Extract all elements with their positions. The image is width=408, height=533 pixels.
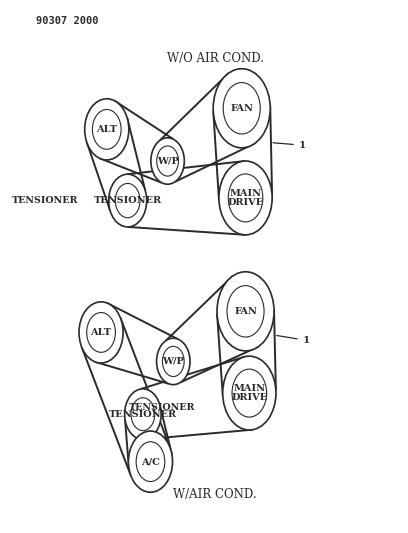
Circle shape <box>217 272 274 351</box>
Text: TENSIONER: TENSIONER <box>93 196 162 205</box>
Text: 1: 1 <box>273 141 306 150</box>
Text: TENSIONER: TENSIONER <box>109 410 177 419</box>
Text: FAN: FAN <box>234 307 257 316</box>
Circle shape <box>85 99 129 160</box>
Text: 1: 1 <box>277 335 310 345</box>
Text: 90307 2000: 90307 2000 <box>36 16 99 26</box>
Text: FAN: FAN <box>230 104 253 113</box>
Circle shape <box>79 302 123 363</box>
Text: W/P: W/P <box>157 157 179 166</box>
Text: ALT: ALT <box>91 328 111 337</box>
Circle shape <box>219 161 272 235</box>
Circle shape <box>124 389 161 440</box>
Text: TENSIONER: TENSIONER <box>12 196 78 205</box>
Circle shape <box>109 174 147 227</box>
Text: W/O AIR COND.: W/O AIR COND. <box>166 52 264 64</box>
Text: MAIN
DRIVE: MAIN DRIVE <box>227 189 264 207</box>
Text: ALT: ALT <box>96 125 117 134</box>
Circle shape <box>213 69 270 148</box>
Circle shape <box>151 138 184 184</box>
Text: MAIN
DRIVE: MAIN DRIVE <box>231 384 268 402</box>
Text: A/C: A/C <box>141 457 160 466</box>
Circle shape <box>157 338 190 385</box>
Text: TENSIONER: TENSIONER <box>129 402 195 411</box>
Circle shape <box>223 356 276 430</box>
Text: W/AIR COND.: W/AIR COND. <box>173 488 257 501</box>
Circle shape <box>129 431 173 492</box>
Text: W/P: W/P <box>162 357 184 366</box>
